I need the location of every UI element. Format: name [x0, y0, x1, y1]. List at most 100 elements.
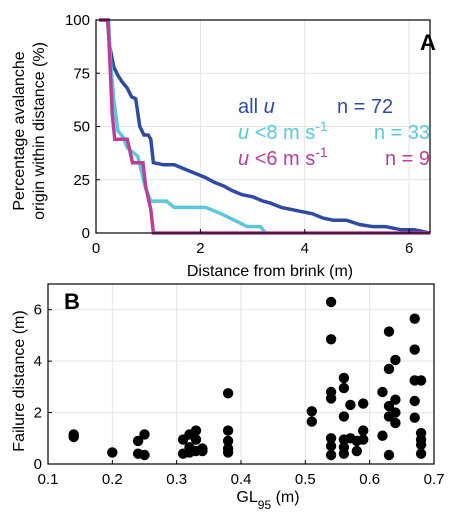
- panel-b-points: [68, 296, 427, 461]
- panel-b-point-59: [409, 412, 420, 423]
- panel-a-legend-entry-1: u <8 m s-1: [238, 118, 328, 144]
- panel-b-point-12: [190, 425, 202, 436]
- legend-sup: -1: [315, 144, 328, 160]
- panel-a-ytick-label-0: 0: [82, 225, 90, 242]
- panel-b-point-18: [222, 425, 234, 436]
- panel-a-legend-n-0: n = 72: [337, 96, 393, 118]
- panel-b-xtick-label-4: 0.5: [295, 471, 316, 488]
- panel-a-legend-n-1: n = 33: [374, 122, 430, 144]
- panel-b-point-31: [338, 372, 350, 384]
- panel-b-point-50: [383, 449, 395, 461]
- panel-b-ytick-label-1: 2: [34, 405, 42, 422]
- panel-b-xlabel-sub: 95: [258, 498, 272, 512]
- panel-b-point-37: [345, 399, 356, 411]
- panel-a-chart: 0 2 4 6 0 25 50 75 100 A Distance from brink (m)…: [11, 12, 436, 280]
- panel-b-point-16: [197, 443, 208, 454]
- panel-b-xtick-label-6: 0.7: [424, 471, 445, 488]
- panel-b-ytick-label-0: 0: [34, 456, 42, 473]
- panel-b-point-55: [409, 313, 420, 324]
- panel-a-series-line-0: [99, 18, 431, 235]
- panel-b-point-2: [107, 447, 118, 458]
- panel-a-legend-entry-0: all u: [238, 96, 275, 118]
- panel-b-xtick-label-2: 0.3: [166, 471, 187, 488]
- panel-a-legend-n-2: n = 9: [385, 148, 430, 170]
- legend-text: all: [238, 96, 264, 118]
- panel-a-legend-entry-2: u <6 m s-1: [238, 144, 328, 170]
- panel-b-point-30: [325, 449, 337, 461]
- panel-b-xtick-label-1: 0.2: [102, 471, 123, 488]
- panel-b-point-47: [383, 363, 395, 375]
- panel-b-point-25: [325, 334, 337, 345]
- panel-b-grid: [48, 284, 434, 464]
- panel-b-ylabel: Failure distance (m): [11, 310, 28, 451]
- panel-b-ticks: 0.1 0.2 0.3 0.4 0.5 0.6 0.7 0 2 4 6: [34, 302, 445, 488]
- panel-b-point-51: [390, 354, 401, 366]
- panel-b-point-21: [222, 447, 234, 458]
- legend-sup: -1: [315, 118, 328, 134]
- panel-a-xtick-label-3: 6: [405, 240, 413, 257]
- panel-b-point-54: [390, 417, 401, 429]
- panel-b-point-46: [383, 326, 395, 337]
- panel-b-xtick-label-3: 0.4: [231, 471, 252, 488]
- panel-b-point-60: [415, 375, 427, 386]
- legend-var: u: [238, 122, 255, 144]
- panel-a-series: [99, 18, 431, 235]
- panel-b-point-22: [306, 406, 317, 417]
- panel-b-point-53: [390, 407, 401, 418]
- legend-text: <8 m s: [255, 122, 316, 144]
- panel-b-point-17: [222, 388, 234, 399]
- panel-b-xlabel-main: GL: [236, 489, 257, 506]
- panel-a-grid: [96, 20, 430, 233]
- panel-b-point-40: [351, 445, 362, 457]
- panel-b-point-48: [383, 400, 395, 412]
- panel-b-point-32: [338, 382, 350, 394]
- panel-b-point-44: [377, 386, 388, 398]
- panel-b-xlabel: GL95 (m): [236, 489, 299, 512]
- panel-b-point-24: [325, 296, 337, 308]
- panel-b-point-41: [358, 398, 369, 409]
- panel-b-point-19: [222, 435, 234, 447]
- panel-b-point-1: [68, 431, 79, 443]
- panel-a-xtick-label-1: 2: [196, 240, 204, 257]
- panel-b-point-56: [409, 344, 420, 355]
- panel-a-series-line-2: [99, 18, 430, 235]
- panel-a-xtick-label-2: 4: [301, 240, 309, 257]
- panel-a-ytick-label-2: 50: [73, 119, 90, 136]
- panel-b-xtick-label-5: 0.6: [359, 471, 380, 488]
- panel-a-ytick-label-1: 25: [73, 172, 90, 189]
- panel-b-point-58: [409, 395, 420, 407]
- panel-b-point-6: [139, 449, 150, 461]
- panel-b-ytick-label-3: 6: [34, 302, 42, 319]
- legend-var: u: [238, 148, 255, 170]
- panel-a-label: A: [420, 30, 436, 55]
- panel-b-point-52: [390, 394, 401, 405]
- panel-b-point-28: [325, 433, 337, 444]
- legend-var: u: [264, 96, 275, 118]
- panel-b-chart: 0.1 0.2 0.3 0.4 0.5 0.6 0.7 0 2 4 6 B Failure dist…: [11, 283, 445, 512]
- panel-a-ylabel-line1: Percentage avalanche: [11, 51, 28, 210]
- panel-b-point-3: [132, 435, 144, 447]
- legend-text: <6 m s: [255, 148, 316, 170]
- panel-a-xlabel: Distance from brink (m): [187, 263, 353, 280]
- panel-a-ylabel-line2: origin within distance (%): [31, 42, 48, 220]
- panel-a-ytick-label-3: 75: [73, 65, 90, 82]
- panel-a-xtick-label-0: 0: [92, 240, 100, 257]
- panel-b-xlabel-unit: (m): [271, 489, 299, 506]
- panel-b-point-23: [306, 416, 317, 427]
- panel-b-point-36: [338, 448, 350, 459]
- panel-a-ticks: 0 2 4 6 0 25 50 75 100: [65, 12, 413, 257]
- panel-b-xtick-label-0: 0.1: [38, 471, 59, 488]
- panel-b-point-29: [325, 440, 337, 452]
- panel-b-point-27: [325, 393, 337, 404]
- panel-b-point-45: [377, 430, 388, 441]
- panel-b-point-5: [139, 429, 150, 440]
- panel-b-ytick-label-2: 4: [34, 353, 42, 370]
- panel-b-point-42: [358, 425, 369, 436]
- panel-b-point-63: [415, 439, 427, 450]
- panel-b-label: B: [64, 289, 80, 314]
- panel-b-point-43: [358, 434, 369, 445]
- panel-b-point-33: [338, 411, 350, 422]
- panel-a-ytick-label-4: 100: [65, 12, 90, 29]
